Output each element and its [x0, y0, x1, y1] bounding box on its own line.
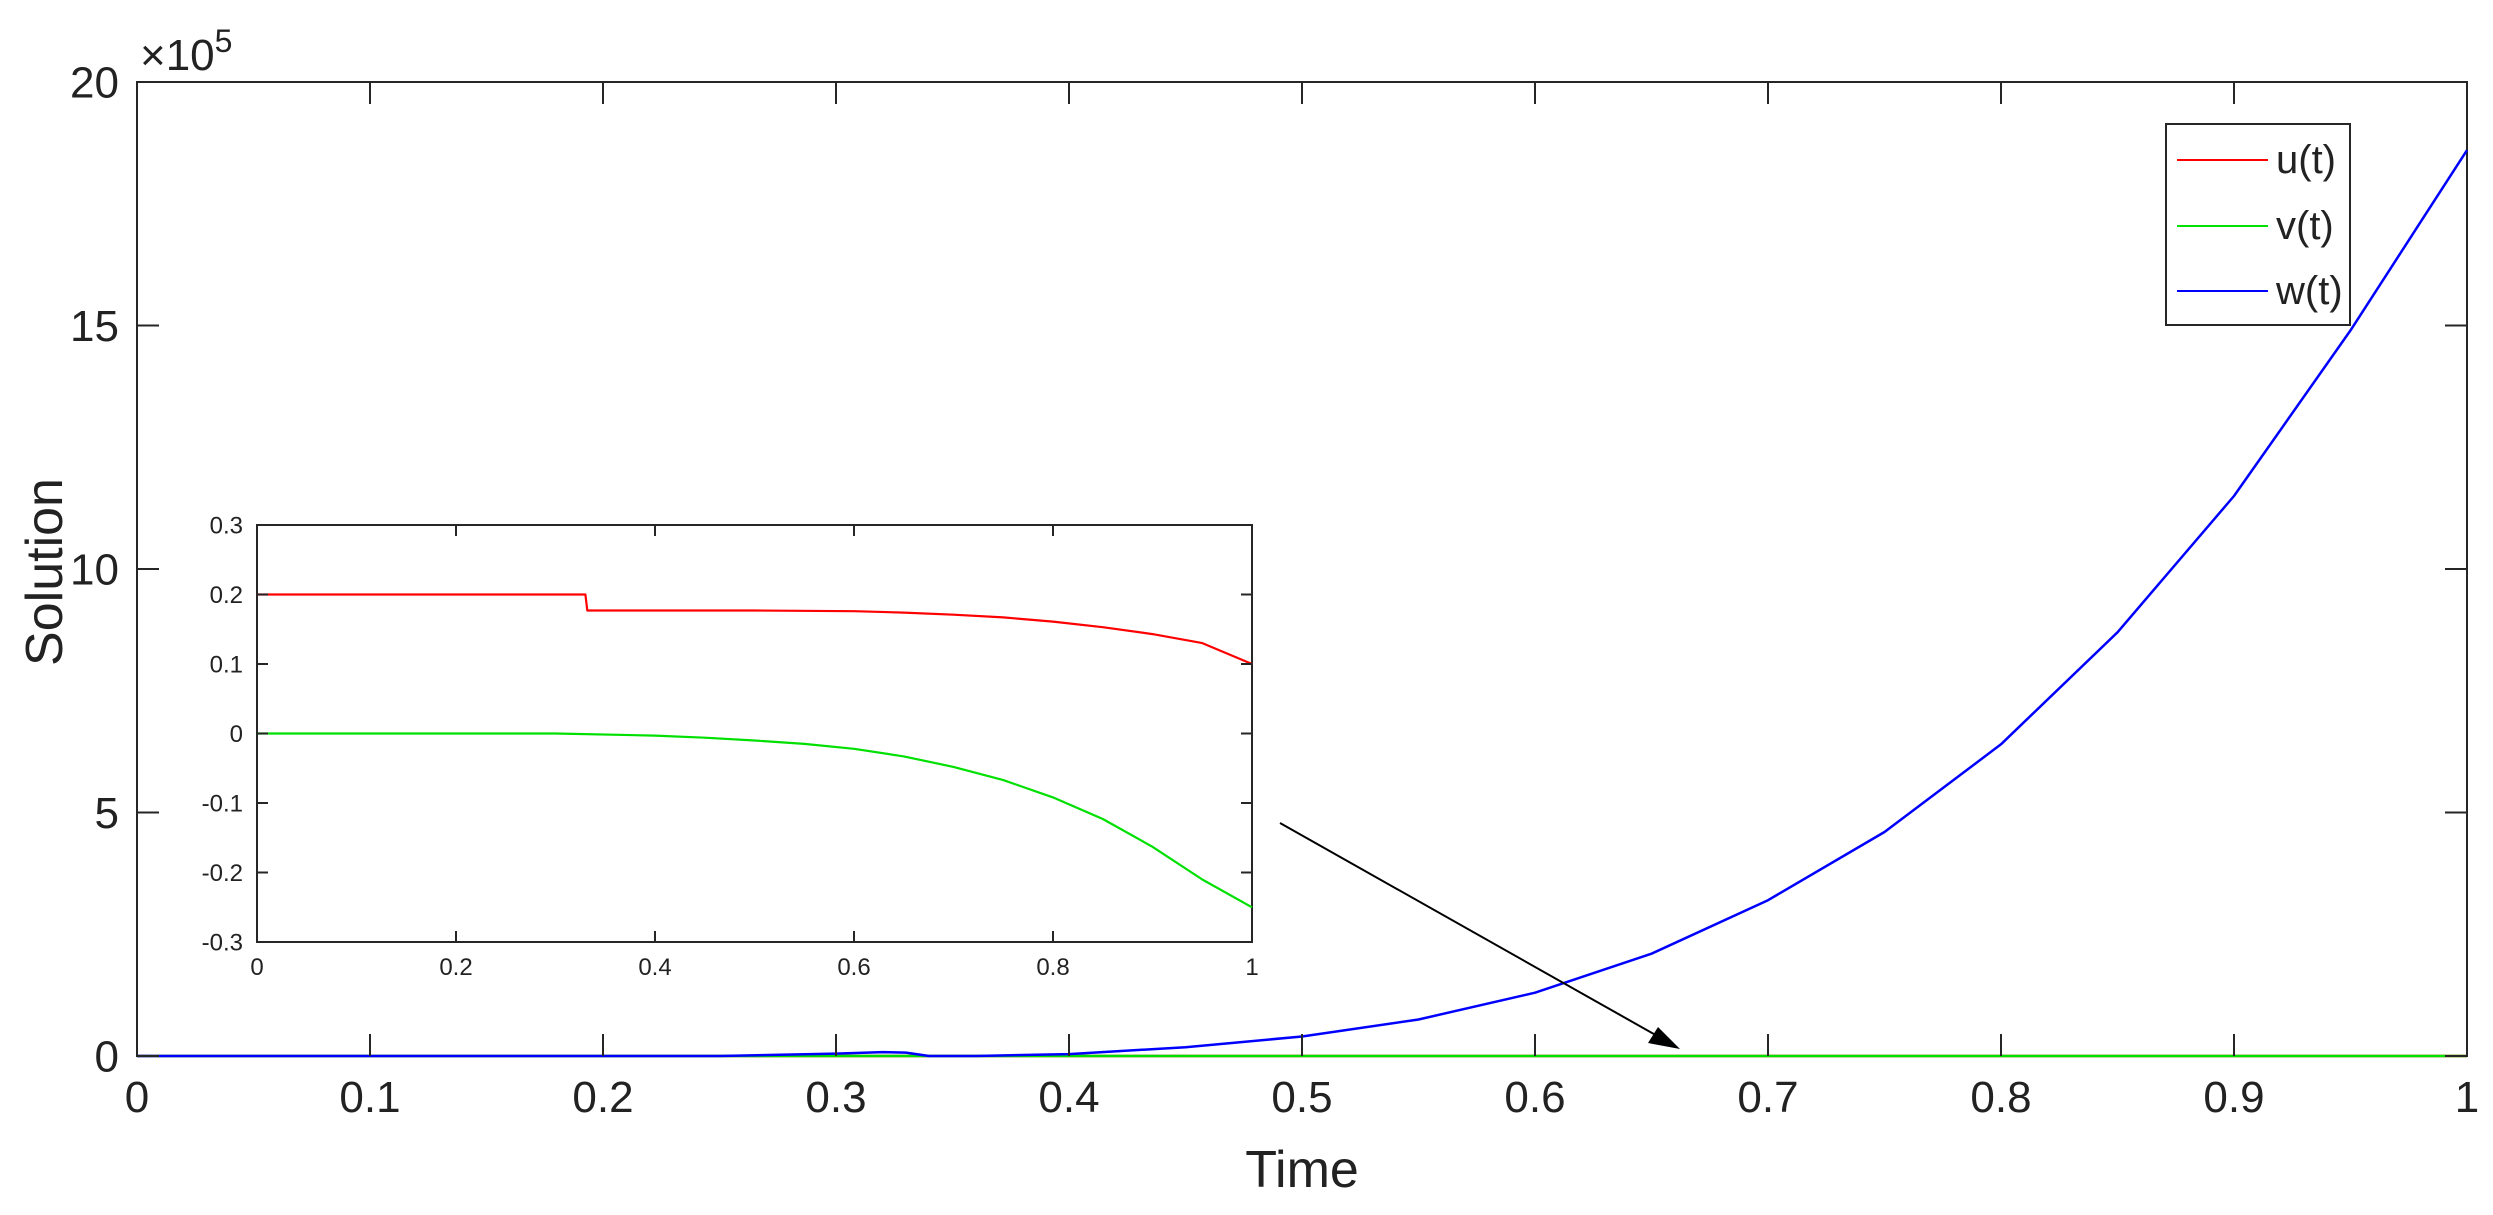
- main-x-tick-label: 0.1: [339, 1073, 400, 1122]
- main-y-tick-labels: 0 5 10 15 20: [70, 58, 119, 1081]
- inset-series-line-ut: [257, 593, 1253, 666]
- arrow-line: [1279, 822, 1669, 1043]
- legend-label-w: w(t): [2275, 269, 2343, 313]
- inset-y-tick-labels: -0.3 -0.2 -0.1 0 0.1 0.2 0.3: [202, 512, 243, 956]
- inset-x-tick-label: 1: [1245, 954, 1258, 981]
- main-y-tick-label: 20: [70, 58, 119, 107]
- main-x-tick-label: 0.6: [1504, 1073, 1565, 1122]
- inset-x-tick-label: 0.4: [638, 954, 671, 981]
- inset-y-tick-label: 0.1: [210, 651, 243, 678]
- inset-y-tick-label: -0.1: [202, 790, 243, 817]
- main-x-tick-label: 0.4: [1038, 1073, 1099, 1122]
- main-x-tick-label: 0.5: [1271, 1073, 1332, 1122]
- inset-y-tick-label: 0.3: [210, 512, 243, 539]
- legend: u(t) v(t) w(t): [2165, 123, 2351, 326]
- main-x-tick-label: 0.9: [2203, 1073, 2264, 1122]
- inset-x-tick-label: 0.6: [837, 954, 870, 981]
- y-exponent-label: ×105: [140, 23, 232, 80]
- inset-x-tick-label: 0.8: [1036, 954, 1069, 981]
- main-y-tick-label: 5: [95, 789, 119, 838]
- inset-series-line-vt: [257, 732, 1253, 909]
- main-x-tick-label: 0.8: [1970, 1073, 2031, 1122]
- arrow-head: [1648, 1027, 1680, 1049]
- main-x-tick-label: 0.2: [572, 1073, 633, 1122]
- inset-y-tick-label: 0: [230, 721, 243, 748]
- legend-entry-u: u(t): [2177, 138, 2336, 182]
- legend-entry-w: w(t): [2177, 269, 2343, 313]
- inset-y-tick-label: 0.2: [210, 582, 243, 609]
- inset-x-tick-labels: 0 0.2 0.4 0.6 0.8 1: [250, 954, 1258, 981]
- inset-series-group: [257, 593, 1253, 909]
- main-y-tick-label: 15: [70, 302, 119, 351]
- y-exponent-power: 5: [215, 23, 233, 59]
- main-tick-marks: [136, 81, 2468, 1057]
- main-y-tick-label: 10: [70, 545, 119, 594]
- inset-y-tick-label: -0.2: [202, 860, 243, 887]
- main-x-tick-label: 1: [2455, 1073, 2479, 1122]
- main-x-tick-label: 0: [125, 1073, 149, 1122]
- y-exponent-base: ×10: [140, 31, 215, 80]
- main-series-line-wt: [137, 149, 2469, 1058]
- x-axis-title: Time: [1245, 1141, 1359, 1199]
- inset-tick-marks: [256, 524, 1253, 943]
- main-x-tick-label: 0.7: [1737, 1073, 1798, 1122]
- main-y-tick-label: 0: [95, 1032, 119, 1081]
- inset-x-tick-label: 0: [250, 954, 263, 981]
- main-x-tick-labels: 0 0.1 0.2 0.3 0.4 0.5 0.6 0.7 0.8 0.9 1: [125, 1073, 2479, 1122]
- inset-y-tick-label: -0.3: [202, 929, 243, 956]
- y-axis-title: Solution: [16, 478, 74, 666]
- legend-label-v: v(t): [2276, 204, 2334, 248]
- inset-plot: 0 0.2 0.4 0.6 0.8 1 -0.3 -0.2 -0.1 0 0.1 0.2 0.3: [202, 512, 1259, 981]
- main-x-tick-label: 0.3: [805, 1073, 866, 1122]
- annotation-arrow: [1279, 822, 1680, 1049]
- inset-x-tick-label: 0.2: [439, 954, 472, 981]
- legend-entry-v: v(t): [2177, 204, 2334, 248]
- legend-label-u: u(t): [2276, 138, 2336, 182]
